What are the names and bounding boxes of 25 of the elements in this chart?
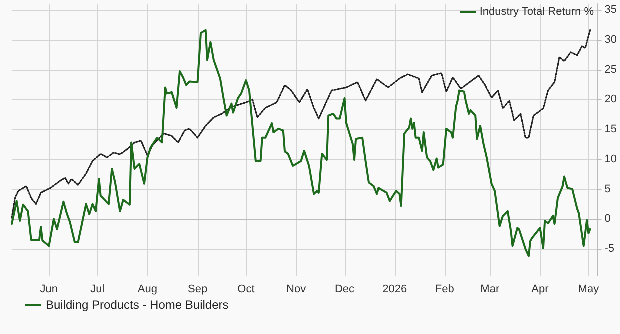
line-series [11,29,592,258]
x-tick-label: Dec [334,284,356,296]
x-tick-label: Oct [238,284,255,296]
line-series [11,30,592,219]
y-tick-label: 15 [604,124,618,136]
y-tick-label: 20 [604,94,618,106]
x-tick-label: May [578,284,600,296]
y-tick-label: 35 [604,4,618,16]
x-tick-label: Apr [532,284,550,296]
x-tick-label: Nov [286,284,307,296]
y-tick-label: -5 [604,243,615,256]
y-tick-label: 0 [604,213,611,226]
x-tick-label: Mar [480,284,500,296]
x-tick-label: Aug [138,284,158,296]
y-tick-label: 5 [604,183,611,196]
legend-label: Building Products - Home Builders [46,298,229,312]
x-tick-label: Jun [40,284,58,296]
y-tick-label: 10 [604,153,618,166]
x-tick-label: 2026 [382,284,408,296]
x-tick-label: Sep [188,284,208,296]
x-tick-label: Feb [435,284,454,296]
annotation: Industry Total Return % [480,6,594,18]
y-tick-label: 30 [604,34,618,46]
x-tick-label: Jul [90,284,105,296]
y-tick-label: 25 [604,64,618,76]
